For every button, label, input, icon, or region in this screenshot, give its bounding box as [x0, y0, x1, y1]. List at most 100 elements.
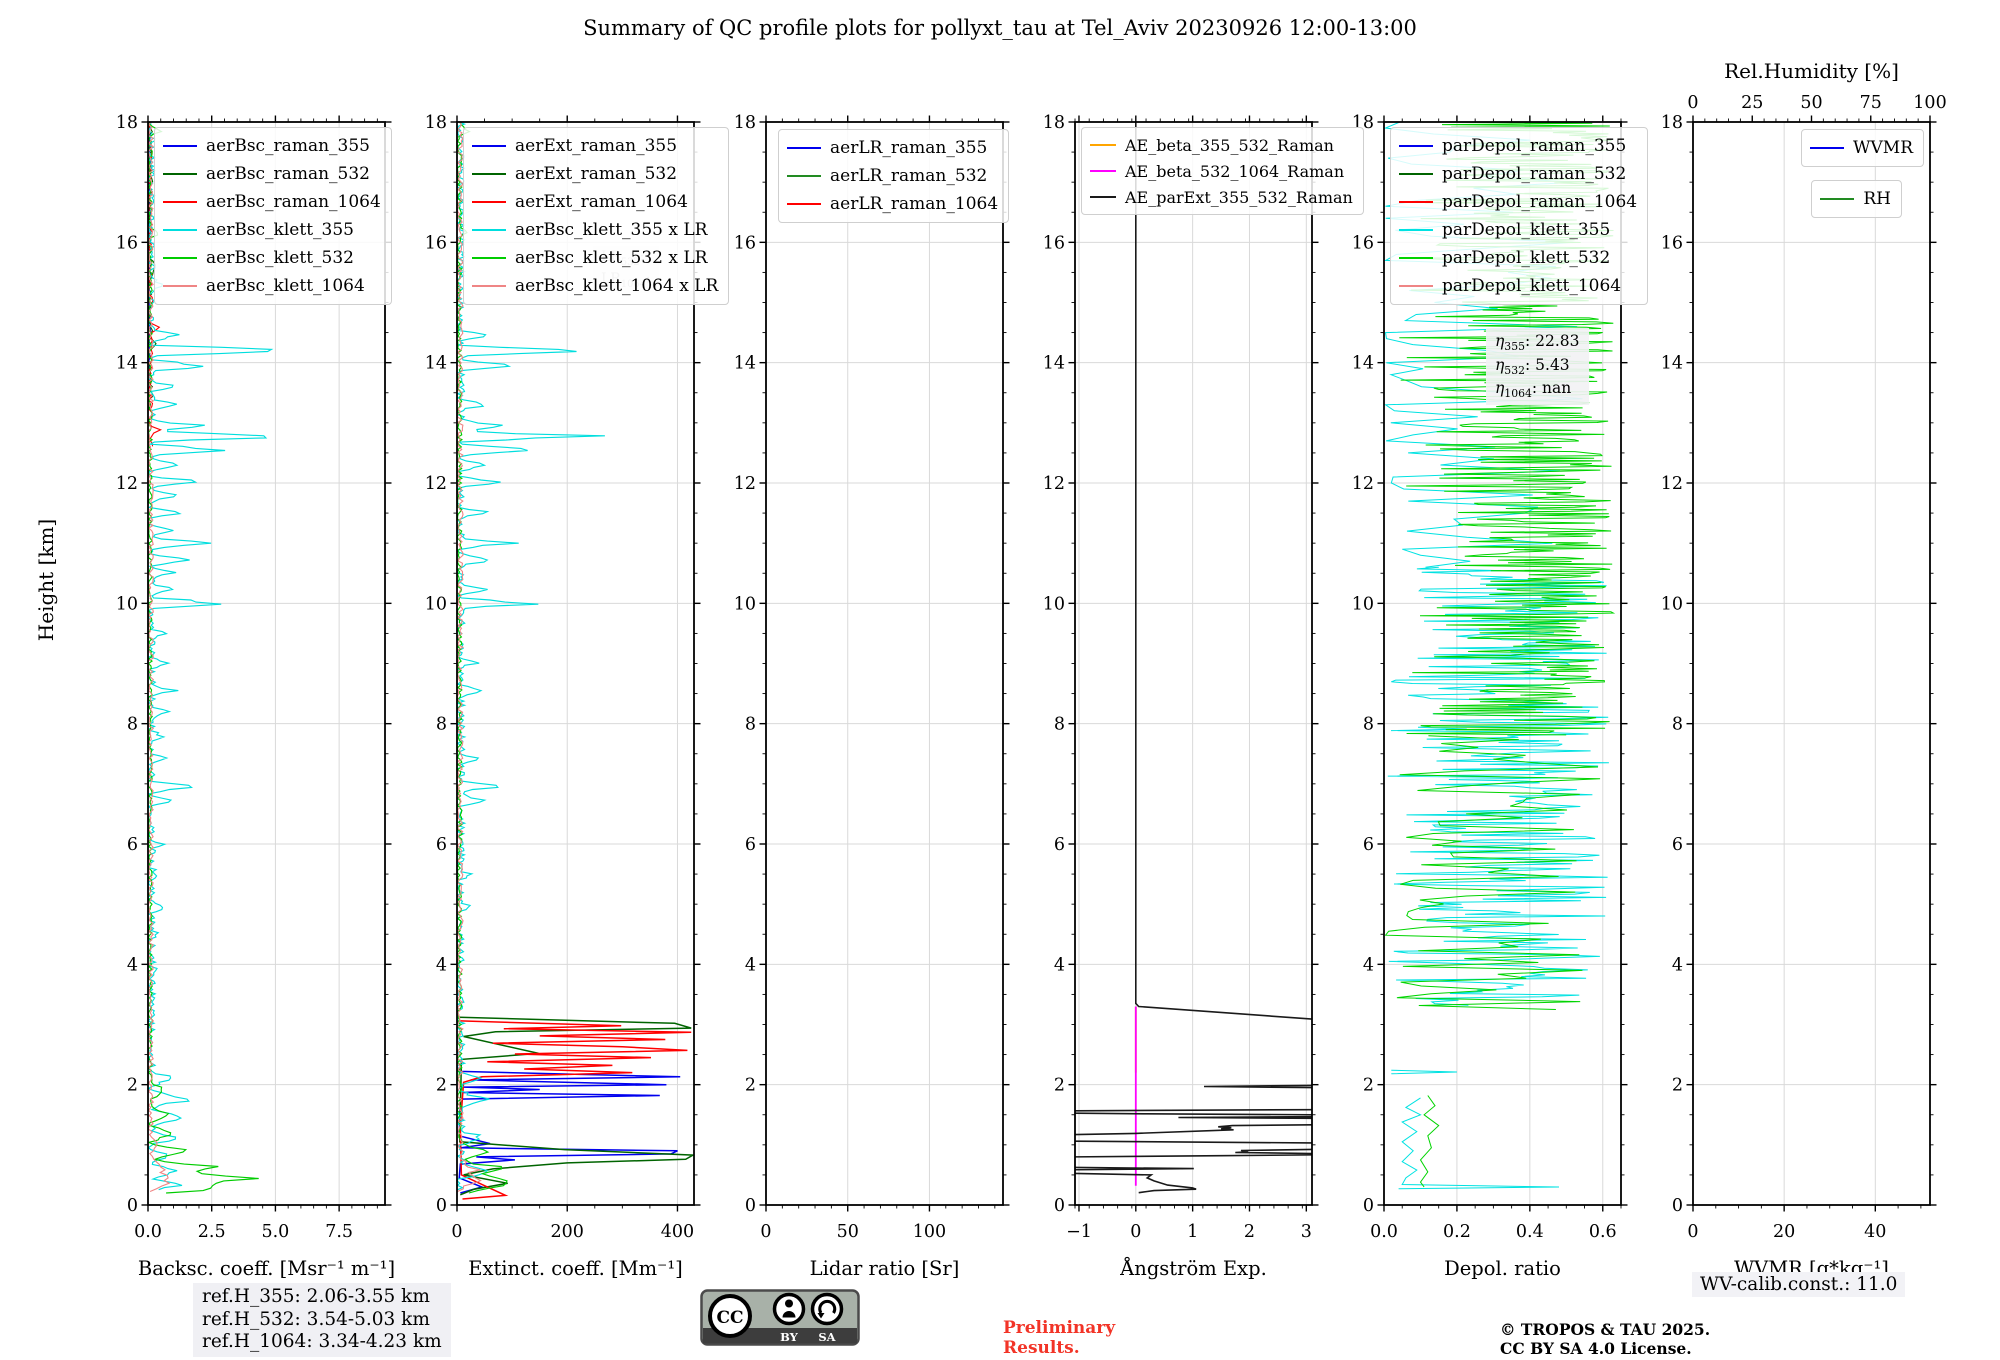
legend-line-swatch [163, 285, 197, 287]
legend-line-swatch [163, 201, 197, 203]
legend-line-swatch [1399, 229, 1433, 231]
svg-text:14: 14 [1043, 354, 1065, 374]
svg-text:8: 8 [1672, 715, 1683, 735]
svg-text:2: 2 [127, 1076, 138, 1096]
svg-text:8: 8 [436, 715, 447, 735]
legend-label: parDepol_raman_1064 [1442, 192, 1638, 212]
legend-item: aerLR_raman_1064 [787, 190, 998, 218]
svg-text:10: 10 [425, 594, 447, 614]
svg-text:400: 400 [661, 1222, 694, 1242]
legend-label: aerBsc_raman_355 [206, 136, 370, 156]
legend-label: AE_beta_355_532_Raman [1125, 135, 1334, 155]
legend-label: parDepol_klett_1064 [1442, 276, 1622, 296]
legend-line-swatch [1090, 144, 1116, 146]
svg-text:−1: −1 [1066, 1222, 1092, 1242]
svg-text:7.5: 7.5 [325, 1222, 353, 1242]
svg-text:0: 0 [1130, 1222, 1141, 1242]
legend-item: AE_beta_532_1064_Raman [1090, 158, 1353, 184]
svg-text:Backsc. coeff. [Msr⁻¹ m⁻¹]: Backsc. coeff. [Msr⁻¹ m⁻¹] [138, 1257, 395, 1280]
legend-label: WVMR [1853, 138, 1913, 158]
svg-text:10: 10 [1661, 594, 1683, 614]
legend-label: AE_parExt_355_532_Raman [1125, 187, 1353, 207]
svg-text:10: 10 [116, 594, 138, 614]
preliminary-results-note: Preliminary Results. [1003, 1318, 1116, 1359]
cc-by-label: BY [780, 1330, 799, 1344]
legend-item: aerExt_raman_355 [472, 132, 718, 160]
legend-item: parDepol_klett_1064 [1399, 272, 1637, 300]
svg-text:2.5: 2.5 [198, 1222, 226, 1242]
legend-lidar-ratio-0: aerLR_raman_355 aerLR_raman_532 aerLR_rama… [778, 129, 1010, 223]
ref-height-1064: ref.H_1064: 3.34-4.23 km [202, 1331, 442, 1353]
legend-angstroem-0: AE_beta_355_532_Raman AE_beta_532_1064_Ra… [1081, 127, 1364, 215]
svg-text:100: 100 [913, 1222, 946, 1242]
svg-text:18: 18 [1661, 113, 1683, 133]
svg-text:2: 2 [1672, 1076, 1683, 1096]
svg-text:12: 12 [116, 474, 138, 494]
eta-calibration-annotation: η355: 22.83 η532: 5.43 η1064: nan [1486, 328, 1589, 406]
legend-item: aerBsc_klett_1064 x LR [472, 272, 718, 300]
legend-label: parDepol_klett_355 [1442, 220, 1611, 240]
legend-label: aerBsc_klett_532 x LR [515, 248, 708, 268]
svg-text:0: 0 [436, 1196, 447, 1216]
svg-text:16: 16 [425, 233, 447, 253]
svg-text:16: 16 [1043, 233, 1065, 253]
legend-item: aerBsc_klett_355 [163, 216, 381, 244]
svg-text:12: 12 [425, 474, 447, 494]
svg-text:18: 18 [425, 113, 447, 133]
svg-text:100: 100 [1913, 93, 1946, 113]
legend-label: aerBsc_klett_355 x LR [515, 220, 708, 240]
svg-text:2: 2 [1054, 1076, 1065, 1096]
legend-label: aerBsc_raman_1064 [206, 192, 381, 212]
subplot-lidar-ratio-grid [766, 122, 1003, 1205]
legend-item: aerBsc_raman_355 [163, 132, 381, 160]
legend-item: WVMR [1810, 134, 1913, 162]
subplot-angstroem-grid [1075, 122, 1312, 1205]
svg-text:75: 75 [1860, 93, 1882, 113]
share-alike-arrow-icon [818, 1299, 837, 1314]
svg-text:4: 4 [436, 955, 447, 975]
legend-item: aerBsc_klett_355 x LR [472, 216, 718, 244]
svg-text:0.6: 0.6 [1589, 1222, 1617, 1242]
svg-text:10: 10 [1043, 594, 1065, 614]
legend-line-swatch [472, 173, 506, 175]
legend-item: parDepol_klett_532 [1399, 244, 1637, 272]
legend-label: aerBsc_klett_1064 x LR [515, 276, 719, 296]
svg-text:1: 1 [1187, 1222, 1198, 1242]
svg-text:16: 16 [1661, 233, 1683, 253]
legend-item: parDepol_raman_1064 [1399, 188, 1637, 216]
legend-line-swatch [787, 203, 821, 205]
svg-text:0: 0 [127, 1196, 138, 1216]
legend-line-swatch [163, 257, 197, 259]
legend-backscatter-0: aerBsc_raman_355 aerBsc_raman_532 aerBsc_r… [154, 127, 392, 305]
legend-item: aerBsc_klett_532 [163, 244, 381, 272]
legend-line-swatch [1810, 147, 1845, 149]
svg-text:0: 0 [1687, 1222, 1698, 1242]
svg-text:12: 12 [1661, 474, 1683, 494]
svg-text:18: 18 [1043, 113, 1065, 133]
cc-badge-graphic: CC BY SA [700, 1289, 860, 1346]
legend-item: RH [1820, 185, 1891, 213]
legend-line-swatch [472, 257, 506, 259]
svg-text:0: 0 [1687, 93, 1698, 113]
legend-label: aerLR_raman_532 [830, 166, 988, 186]
legend-item: parDepol_klett_355 [1399, 216, 1637, 244]
legend-item: AE_beta_355_532_Raman [1090, 132, 1353, 158]
svg-text:0: 0 [1672, 1196, 1683, 1216]
legend-line-swatch [1399, 173, 1433, 175]
legend-wvmr-1: RH [1811, 180, 1902, 218]
cc-sa-label: SA [818, 1330, 836, 1344]
svg-text:14: 14 [425, 354, 447, 374]
ref-height-532: ref.H_532: 3.54-5.03 km [202, 1308, 430, 1330]
legend-item: parDepol_raman_355 [1399, 132, 1637, 160]
svg-text:16: 16 [116, 233, 138, 253]
svg-text:20: 20 [1773, 1222, 1795, 1242]
cc-license-badge: CC BY SA [700, 1289, 860, 1350]
legend-line-swatch [1399, 201, 1433, 203]
svg-text:10: 10 [1352, 594, 1374, 614]
legend-line-swatch [787, 175, 821, 177]
legend-label: aerExt_raman_355 [515, 136, 678, 156]
legend-line-swatch [472, 201, 506, 203]
svg-text:16: 16 [1352, 233, 1374, 253]
legend-item: parDepol_raman_532 [1399, 160, 1637, 188]
legend-label: parDepol_klett_532 [1442, 248, 1611, 268]
